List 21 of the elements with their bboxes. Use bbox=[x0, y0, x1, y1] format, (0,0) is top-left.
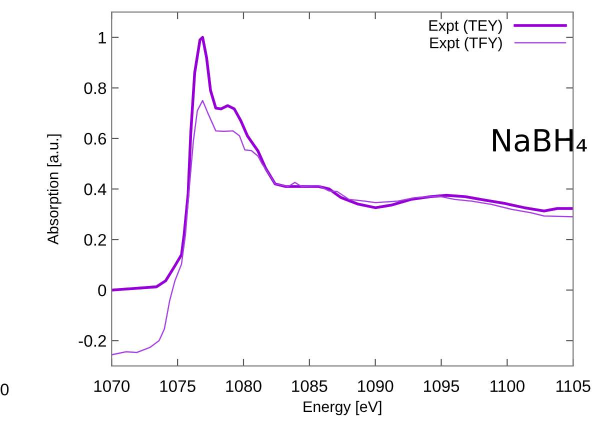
x-tick-label: 1105 bbox=[556, 380, 590, 392]
x-tick-label: 1095 bbox=[424, 380, 460, 392]
x-tick-label: 1075 bbox=[160, 380, 196, 392]
y-tick-label: 0.2 bbox=[84, 234, 106, 246]
x-tick-label: 1090 bbox=[358, 380, 394, 392]
x-axis-title: Energy [eV] bbox=[304, 400, 382, 416]
x-tick-label: 1100 bbox=[490, 380, 524, 392]
y-tick-label: 1 bbox=[98, 32, 106, 44]
annotation: NaBH₄ bbox=[493, 129, 587, 152]
x-tick-label: 1085 bbox=[292, 380, 328, 392]
y-axis-title: Absorption [a.u.] bbox=[47, 134, 62, 245]
y-tick-label: -0.2 bbox=[78, 335, 106, 347]
x-tick-label: 1080 bbox=[226, 380, 262, 392]
legend-label: Expt (TEY) bbox=[429, 20, 502, 34]
y-tick-label: 0.6 bbox=[84, 132, 106, 145]
y-tick-label: 0 bbox=[98, 284, 106, 296]
y-tick-label: 0.8 bbox=[84, 82, 106, 94]
x-tick-label: 1070 bbox=[94, 380, 130, 392]
legend-label: Expt (TFY) bbox=[430, 37, 502, 52]
y-tick-label: 0.4 bbox=[84, 183, 106, 196]
text: 0 bbox=[0, 384, 9, 396]
